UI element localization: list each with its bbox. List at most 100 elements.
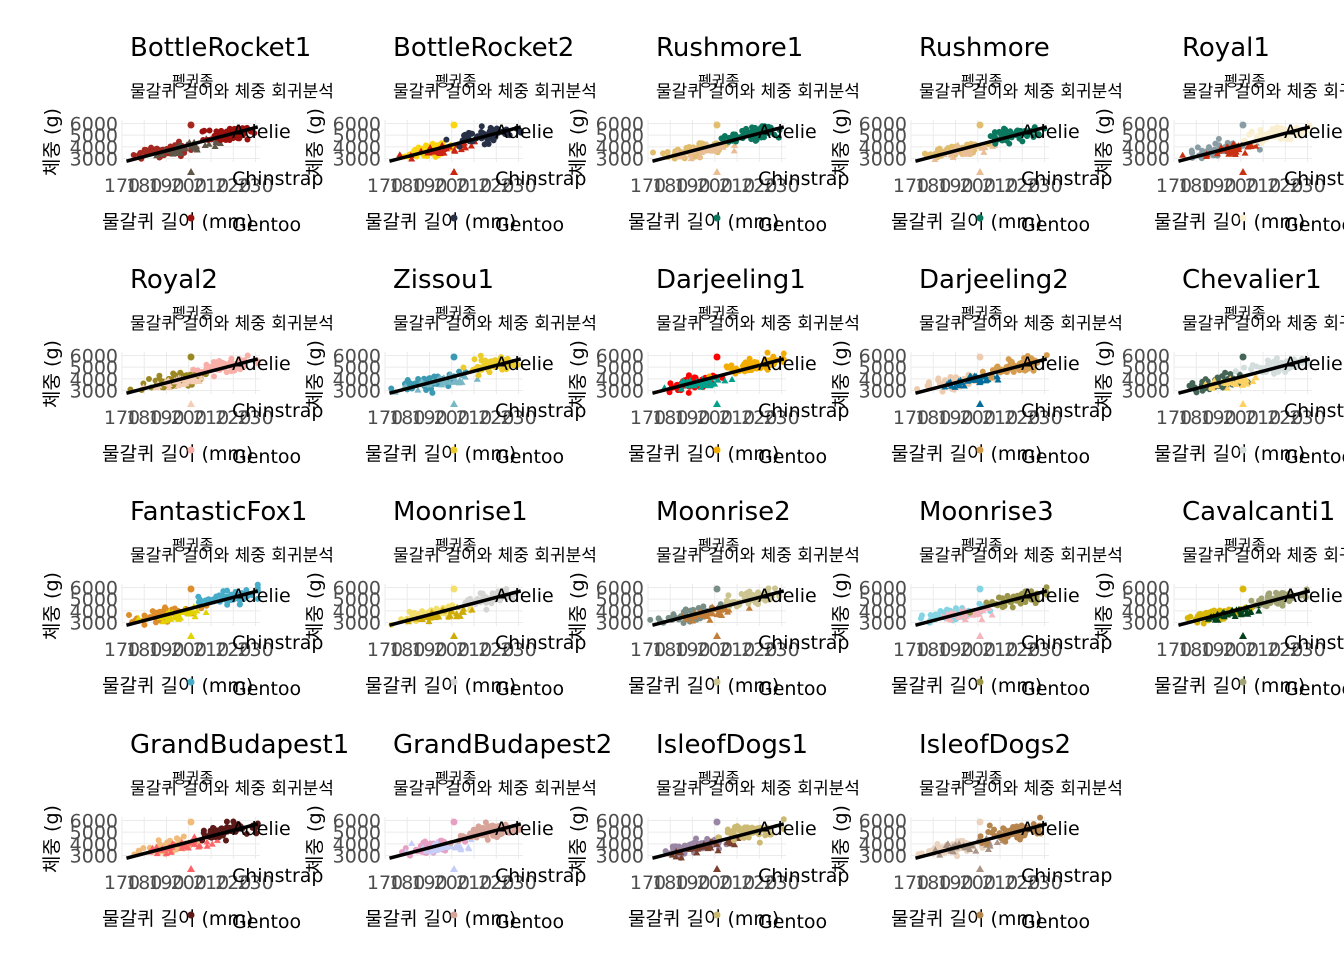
- x-tick-label: 170: [630, 872, 666, 894]
- data-point-chinstrap: [440, 149, 448, 156]
- panel-title: IsleofDogs2: [919, 730, 1071, 760]
- data-point-chinstrap: [706, 610, 714, 617]
- data-point-gentoo: [1022, 599, 1029, 606]
- y-tick-label: 3000: [333, 149, 381, 171]
- legend-key-adelie: [976, 121, 984, 129]
- legend-title: 펭귄종: [172, 72, 213, 90]
- data-point-gentoo: [762, 356, 769, 363]
- y-tick-label: 6000: [333, 811, 381, 833]
- panel-title: GrandBudapest1: [130, 730, 349, 760]
- x-tick-label: 190: [148, 407, 184, 429]
- data-point-gentoo: [223, 818, 230, 825]
- data-point-chinstrap: [178, 844, 186, 851]
- data-point-gentoo: [1013, 824, 1020, 831]
- data-point-adelie: [410, 609, 417, 616]
- data-point-gentoo: [1030, 134, 1037, 141]
- legend-key-adelie: [450, 353, 458, 361]
- data-point-gentoo: [244, 352, 251, 359]
- panel-subtitle: 물갈퀴 길이와 체중 회귀분석: [393, 546, 597, 566]
- x-tick-label: 230: [500, 872, 536, 894]
- data-point-chinstrap: [181, 145, 189, 152]
- data-point-gentoo: [1248, 366, 1255, 373]
- data-point-adelie: [937, 607, 944, 614]
- x-tick-label: 190: [937, 407, 973, 429]
- x-tick-label: 190: [674, 872, 710, 894]
- data-point-chinstrap: [707, 381, 715, 388]
- x-tick-label: 210: [1245, 175, 1281, 197]
- legend-title: 펭귄종: [172, 769, 213, 787]
- panel-subtitle: 물갈퀴 길이와 체중 회귀분석: [393, 314, 597, 334]
- data-point-gentoo: [478, 123, 485, 130]
- x-tick-label: 230: [237, 175, 273, 197]
- y-tick-label: 4000: [333, 601, 381, 623]
- data-point-chinstrap: [467, 142, 475, 149]
- data-point-chinstrap: [1246, 608, 1254, 615]
- chart-panel: Moonrise3 물갈퀴 길이와 체중 회귀분석 펭귄종 3000 4000 5000 6…: [789, 464, 1123, 700]
- legend-label-chinstrap: Chinstrap: [1284, 400, 1344, 422]
- x-tick-label: 180: [126, 639, 162, 661]
- x-tick-label: 180: [915, 175, 951, 197]
- legend-label-adelie: Adelie: [232, 353, 291, 375]
- legend-key-chinstrap: [187, 632, 195, 639]
- x-tick-label: 230: [1026, 175, 1062, 197]
- x-tick-label: 220: [1004, 175, 1040, 197]
- chart-panel: FantasticFox1 물갈퀴 길이와 체중 회귀분석 펭귄종 3000 4000 5…: [0, 464, 334, 700]
- panel-title: Darjeeling1: [656, 265, 806, 295]
- regression-line: [652, 589, 785, 627]
- y-tick-label: 6000: [333, 114, 381, 136]
- data-point-gentoo: [231, 366, 238, 373]
- x-tick-label: 200: [171, 407, 207, 429]
- x-tick-label: 200: [171, 175, 207, 197]
- y-tick-label: 5000: [859, 589, 907, 611]
- data-point-gentoo: [509, 596, 516, 603]
- data-point-chinstrap: [981, 144, 989, 151]
- x-tick-label: 220: [215, 175, 251, 197]
- data-point-adelie: [700, 603, 707, 610]
- panel-subtitle: 물갈퀴 길이와 체중 회귀분석: [656, 779, 860, 799]
- data-point-chinstrap: [433, 838, 441, 845]
- data-point-chinstrap: [159, 618, 167, 625]
- legend-label-chinstrap: Chinstrap: [758, 865, 850, 887]
- legend-key-chinstrap: [976, 865, 984, 872]
- y-tick-label: 4000: [859, 369, 907, 391]
- regression-line: [126, 125, 259, 163]
- panel-title: Darjeeling2: [919, 265, 1069, 295]
- data-point-chinstrap: [979, 607, 987, 614]
- x-tick-label: 170: [1156, 639, 1192, 661]
- data-point-chinstrap: [203, 842, 211, 849]
- y-tick-label: 3000: [1122, 613, 1170, 635]
- data-point-chinstrap: [1241, 149, 1249, 156]
- panel-title: Chevalier1: [1182, 265, 1322, 295]
- data-point-gentoo: [1279, 590, 1286, 597]
- legend-title: 펭귄종: [961, 536, 1002, 554]
- x-axis-label: 물갈퀴 길이 (mm): [102, 211, 253, 233]
- data-point-gentoo: [254, 595, 261, 602]
- data-point-gentoo: [481, 141, 488, 148]
- data-point-gentoo: [755, 589, 762, 596]
- x-tick-label: 210: [193, 175, 229, 197]
- x-tick-label: 210: [1245, 407, 1281, 429]
- data-point-gentoo: [236, 597, 243, 604]
- data-point-adelie: [959, 837, 966, 844]
- legend-label-adelie: Adelie: [1284, 121, 1343, 143]
- data-point-chinstrap: [1237, 611, 1245, 618]
- data-point-adelie: [685, 372, 692, 379]
- data-point-chinstrap: [153, 850, 161, 857]
- x-tick-label: 230: [763, 872, 799, 894]
- data-point-gentoo: [498, 830, 505, 837]
- x-axis-label: 물갈퀴 길이 (mm): [891, 443, 1042, 465]
- y-tick-label: 4000: [70, 834, 118, 856]
- x-tick-label: 190: [937, 175, 973, 197]
- data-point-gentoo: [230, 135, 237, 142]
- data-point-gentoo: [202, 597, 209, 604]
- legend-key-adelie: [1239, 121, 1247, 129]
- x-tick-label: 170: [1156, 175, 1192, 197]
- data-point-chinstrap: [966, 149, 974, 156]
- panel-subtitle: 물갈퀴 길이와 체중 회귀분석: [1182, 82, 1344, 102]
- x-tick-label: 200: [434, 639, 470, 661]
- panel-subtitle: 물갈퀴 길이와 체중 회귀분석: [919, 314, 1123, 334]
- legend-label-chinstrap: Chinstrap: [1284, 168, 1344, 190]
